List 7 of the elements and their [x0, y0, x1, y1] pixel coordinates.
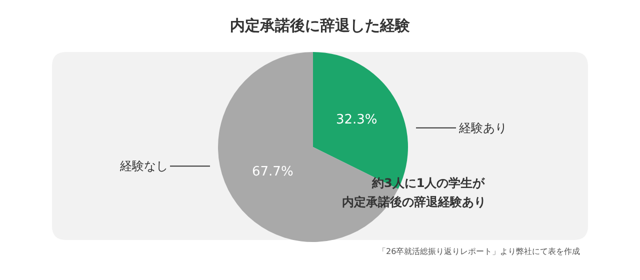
slice-label: 経験あり	[458, 121, 507, 135]
chart-title: 内定承諾後に辞退した経験	[230, 16, 411, 34]
data-label: 67.7%	[252, 164, 294, 180]
text: 「26卒就活総振り返りレポート」より弊社にて表を作成	[378, 247, 580, 256]
data-label: 32.3%	[336, 112, 378, 128]
slice-label: 経験なし	[119, 159, 168, 173]
text: 内定承諾後の辞退経験あり	[342, 195, 486, 209]
